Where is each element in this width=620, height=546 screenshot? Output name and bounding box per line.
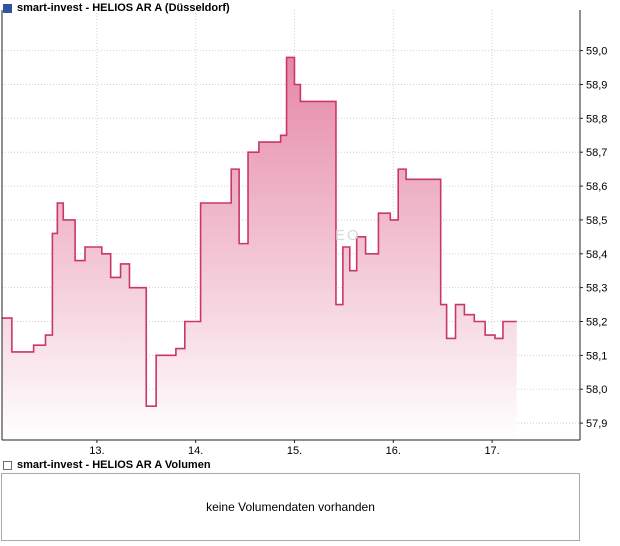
y-axis-tick-label: 58,5 (586, 215, 607, 227)
y-axis-tick-label: 58,2 (586, 317, 607, 329)
price-series-legend: smart-invest - HELIOS AR A (Düsseldorf) (3, 3, 230, 14)
y-axis-tick-label: 58,8 (586, 113, 607, 125)
price-line (2, 56, 517, 407)
y-axis-tick-label: 58,6 (586, 181, 607, 193)
y-axis-tick-label: 58,4 (586, 249, 607, 261)
volume-legend-label: smart-invest - HELIOS AR A Volumen (17, 459, 211, 471)
y-axis-tick-label: 59,0 (586, 46, 607, 58)
volume-series-legend: smart-invest - HELIOS AR A Volumen (3, 460, 211, 471)
y-axis-tick-label: 58,3 (586, 283, 607, 295)
y-axis-tick-label: 58,9 (586, 80, 607, 92)
price-chart: EO 59,0 58,9 58,8 58,7 58,6 58,5 58,4 58,3 58,2 58… (1, 10, 607, 457)
volume-series-color-icon (3, 461, 12, 470)
y-axis-tick-label: 57,9 (586, 418, 607, 430)
volume-empty-message: keine Volumendaten vorhanden (206, 500, 375, 514)
price-area (2, 57, 517, 441)
x-axis-tick-label: 15. (287, 445, 302, 457)
x-axis-tick-label: 17. (484, 445, 499, 457)
price-series-color-icon (3, 4, 12, 13)
chart-title: smart-invest - HELIOS AR A (Düsseldorf) (17, 2, 230, 14)
x-axis-tick-label: 13. (89, 445, 104, 457)
x-axis-tick-label: 14. (188, 445, 203, 457)
y-axis-tick-label: 58,1 (586, 350, 607, 362)
y-axis-tick-label: 58,7 (586, 147, 607, 159)
y-axis-tick-label: 58,0 (586, 384, 607, 396)
volume-panel: keine Volumendaten vorhanden (1, 473, 580, 541)
x-axis-tick-label: 16. (386, 445, 401, 457)
watermark-text: EO (335, 227, 361, 244)
